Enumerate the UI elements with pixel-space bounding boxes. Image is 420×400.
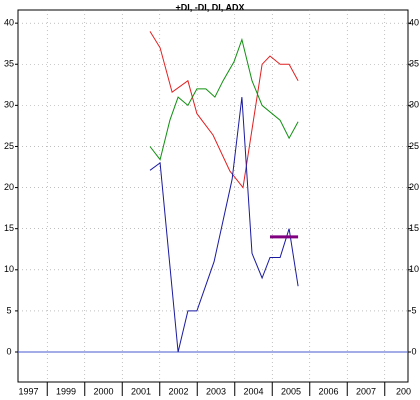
series-line xyxy=(149,37,299,161)
x-tick-label: 2003 xyxy=(206,386,226,396)
y-tick-label: 35 xyxy=(4,59,14,69)
x-tick-label: 2007 xyxy=(356,386,376,396)
y-tick-label: 40 xyxy=(4,18,14,28)
x-tick-label: 2005 xyxy=(281,386,301,396)
y-tick-label: 20 xyxy=(4,182,14,192)
x-tick-label: 200 xyxy=(396,386,411,396)
x-tick-label: 2002 xyxy=(168,386,188,396)
x-tick-label: 1999 xyxy=(56,386,76,396)
y2-tick-label: 30 xyxy=(409,100,419,110)
chart-title: +DI, -DI, DI, ADX xyxy=(176,2,245,12)
series-line xyxy=(149,97,299,353)
plot-frame xyxy=(17,9,409,383)
y2-tick-label: 5 xyxy=(411,305,416,315)
y2-tick-label: 0 xyxy=(411,346,416,356)
y-tick-label: 30 xyxy=(4,100,14,110)
y2-tick-label: 20 xyxy=(409,182,419,192)
y-tick-label: 0 xyxy=(6,346,11,356)
x-tick-label: 2006 xyxy=(318,386,338,396)
y2-tick-label: 25 xyxy=(409,141,419,151)
y2-tick-label: 35 xyxy=(409,59,419,69)
series-line xyxy=(149,31,299,189)
y2-tick-label: 40 xyxy=(409,18,419,28)
y2-tick-label: 15 xyxy=(409,223,419,233)
x-tick-label: 2004 xyxy=(243,386,263,396)
y-tick-label: 10 xyxy=(4,264,14,274)
x-tick-label: 1997 xyxy=(18,386,38,396)
x-tick-label: 2001 xyxy=(131,386,151,396)
y-tick-label: 25 xyxy=(4,141,14,151)
x-tick-label: 2000 xyxy=(93,386,113,396)
y-tick-label: 5 xyxy=(6,305,11,315)
y2-tick-label: 10 xyxy=(409,264,419,274)
y-tick-label: 15 xyxy=(4,223,14,233)
